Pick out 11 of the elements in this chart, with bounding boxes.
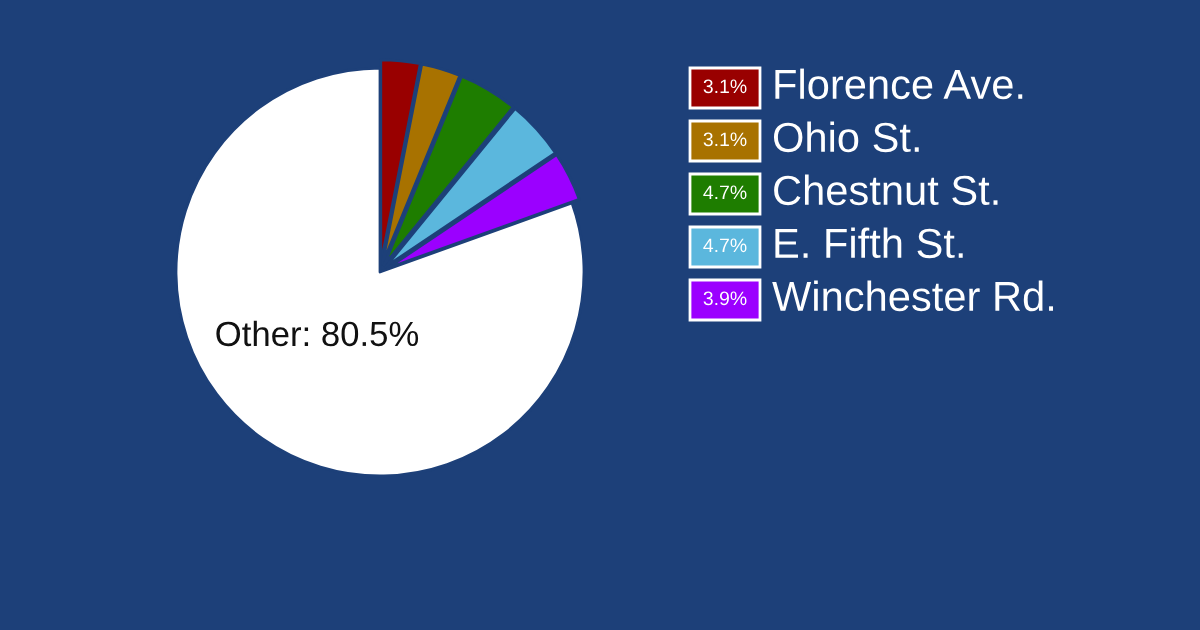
legend-label: E. Fifth St. <box>775 227 963 259</box>
legend-label: Chestnut St. <box>774 174 998 206</box>
data-label: 4.7% <box>703 238 747 253</box>
legend-label: Ohio St. <box>773 121 919 153</box>
data-label: 3.1% <box>703 79 747 94</box>
legend-label: Florence Ave. <box>775 68 1023 100</box>
slice-label: Other: 80.5% <box>216 320 419 347</box>
data-label: 3.9% <box>703 291 747 306</box>
data-label: 3.1% <box>703 132 747 147</box>
data-label: 4.7% <box>703 185 747 200</box>
legend-label: Winchester Rd. <box>772 280 1054 312</box>
